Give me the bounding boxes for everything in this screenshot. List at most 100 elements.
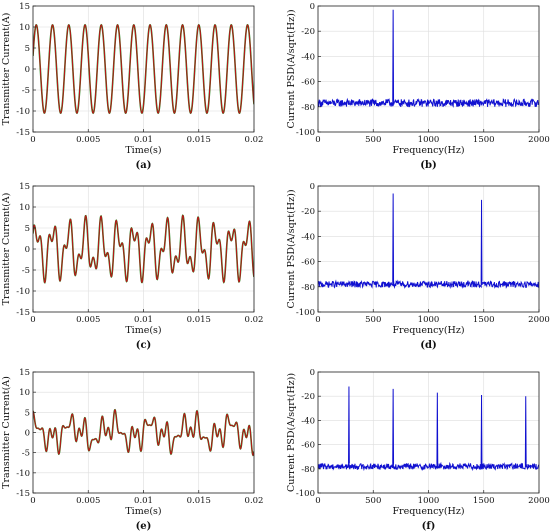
y-tick-label: 15 xyxy=(19,2,30,12)
x-tick-label: 0 xyxy=(30,135,35,145)
y-tick-label: -5 xyxy=(22,86,30,96)
y-tick-label: 5 xyxy=(25,408,30,418)
chart-panel-a: 0 0.005 0.01 0.015 0.02 -15 -10 -5 0 5 10 15 Time(s)… xyxy=(1,2,263,171)
series-line-0 xyxy=(318,193,539,290)
y-tick-label: 5 xyxy=(25,44,30,54)
x-tick-label: 0.01 xyxy=(134,135,153,145)
y-tick-label: -60 xyxy=(301,258,315,268)
series-line-1 xyxy=(33,24,254,114)
x-tick-label: 0.005 xyxy=(76,135,100,145)
x-tick-label: 1000 xyxy=(418,496,440,506)
y-tick-label: -40 xyxy=(301,416,315,426)
y-tick-label: -80 xyxy=(301,465,315,475)
y-tick-label: 10 xyxy=(19,23,30,33)
y-tick-label: 0 xyxy=(25,429,30,439)
x-axis-label: Time(s) xyxy=(125,506,161,517)
panel-label: (c) xyxy=(136,340,152,351)
x-tick-label: 0 xyxy=(30,315,35,325)
chart-panel-b: 0 500 1000 1500 2000 -100 -80 -60 -40 -20 0 Frequen… xyxy=(286,2,550,171)
y-tick-label: -80 xyxy=(301,103,315,113)
series-line-1 xyxy=(33,214,254,284)
x-tick-label: 0.02 xyxy=(245,135,264,145)
y-tick-label: -20 xyxy=(301,207,315,217)
y-tick-label: -60 xyxy=(301,78,315,88)
y-tick-label: -100 xyxy=(296,308,315,318)
y-axis-label: Current PSD(A/sqrt(Hz)) xyxy=(286,373,297,492)
y-tick-label: -40 xyxy=(301,232,315,242)
x-axis-label: Frequency(Hz) xyxy=(392,506,464,517)
y-tick-label: 0 xyxy=(25,65,30,75)
series-line-1 xyxy=(33,409,254,456)
x-tick-label: 1500 xyxy=(473,135,495,145)
y-tick-label: -10 xyxy=(16,469,30,479)
y-tick-label: -20 xyxy=(301,392,315,402)
y-tick-label: 5 xyxy=(25,224,30,234)
x-tick-label: 0.005 xyxy=(76,315,100,325)
y-tick-label: 0 xyxy=(25,245,30,255)
x-tick-label: 0.005 xyxy=(76,496,100,506)
y-tick-label: -40 xyxy=(301,52,315,62)
x-tick-label: 0.015 xyxy=(187,315,211,325)
x-tick-label: 2000 xyxy=(528,496,550,506)
y-tick-label: -100 xyxy=(296,128,315,138)
y-tick-label: -60 xyxy=(301,441,315,451)
y-tick-label: 10 xyxy=(19,203,30,213)
x-tick-label: 500 xyxy=(365,496,381,506)
x-tick-label: 500 xyxy=(365,315,381,325)
y-tick-label: -15 xyxy=(16,489,30,499)
y-axis-label: Current PSD(A/sqrt(Hz)) xyxy=(286,9,297,128)
y-tick-label: -100 xyxy=(296,489,315,499)
y-tick-label: 0 xyxy=(310,368,315,378)
panel-label: (a) xyxy=(136,160,152,171)
y-tick-label: -10 xyxy=(16,107,30,117)
x-tick-label: 1500 xyxy=(473,315,495,325)
x-tick-label: 1000 xyxy=(418,315,440,325)
series-line-0 xyxy=(318,386,539,472)
panel-label: (f) xyxy=(422,521,436,532)
y-axis-label: Current PSD(A/sqrt(Hz)) xyxy=(286,189,297,308)
y-tick-label: -5 xyxy=(22,266,30,276)
x-tick-label: 0.01 xyxy=(134,315,153,325)
x-tick-label: 0 xyxy=(30,496,35,506)
y-tick-label: -20 xyxy=(301,27,315,37)
chart-panel-e: 0 0.005 0.01 0.015 0.02 -15 -10 -5 0 5 10 15 Time(s)… xyxy=(1,368,263,532)
y-axis-label: Transmitter Current(A) xyxy=(1,376,12,489)
y-tick-label: 0 xyxy=(310,2,315,12)
x-axis-label: Time(s) xyxy=(125,325,161,336)
y-axis-label: Transmitter Current(A) xyxy=(1,13,12,126)
y-axis-label: Transmitter Current(A) xyxy=(1,193,12,306)
y-tick-label: -10 xyxy=(16,287,30,297)
x-tick-label: 0.015 xyxy=(187,496,211,506)
x-tick-label: 500 xyxy=(365,135,381,145)
y-tick-label: 15 xyxy=(19,368,30,378)
y-tick-label: 0 xyxy=(310,182,315,192)
x-axis-label: Frequency(Hz) xyxy=(392,145,464,156)
panel-label: (b) xyxy=(420,160,436,171)
x-tick-label: 0.015 xyxy=(187,135,211,145)
x-tick-label: 1000 xyxy=(418,135,440,145)
series-line-0 xyxy=(318,9,539,108)
y-tick-label: -15 xyxy=(16,308,30,318)
x-tick-label: 0.02 xyxy=(245,315,264,325)
x-tick-label: 0.01 xyxy=(134,496,153,506)
chart-panel-d: 0 500 1000 1500 2000 -100 -80 -60 -40 -20 0 Frequen… xyxy=(286,182,550,351)
x-tick-label: 0 xyxy=(315,315,320,325)
x-tick-label: 0.02 xyxy=(245,496,264,506)
y-tick-label: 15 xyxy=(19,182,30,192)
y-tick-label: 10 xyxy=(19,388,30,398)
x-tick-label: 2000 xyxy=(528,315,550,325)
y-tick-label: -15 xyxy=(16,128,30,138)
y-tick-label: -80 xyxy=(301,283,315,293)
x-tick-label: 0 xyxy=(315,496,320,506)
y-tick-label: -5 xyxy=(22,449,30,459)
x-tick-label: 1500 xyxy=(473,496,495,506)
panel-label: (e) xyxy=(136,521,152,532)
x-axis-label: Frequency(Hz) xyxy=(392,325,464,336)
chart-panel-f: 0 500 1000 1500 2000 -100 -80 -60 -40 -20 0 Frequen… xyxy=(286,368,550,532)
chart-panel-c: 0 0.005 0.01 0.015 0.02 -15 -10 -5 0 5 10 15 Time(s)… xyxy=(1,182,263,351)
x-tick-label: 2000 xyxy=(528,135,550,145)
x-tick-label: 0 xyxy=(315,135,320,145)
x-axis-label: Time(s) xyxy=(125,145,161,156)
panel-label: (d) xyxy=(420,340,436,351)
